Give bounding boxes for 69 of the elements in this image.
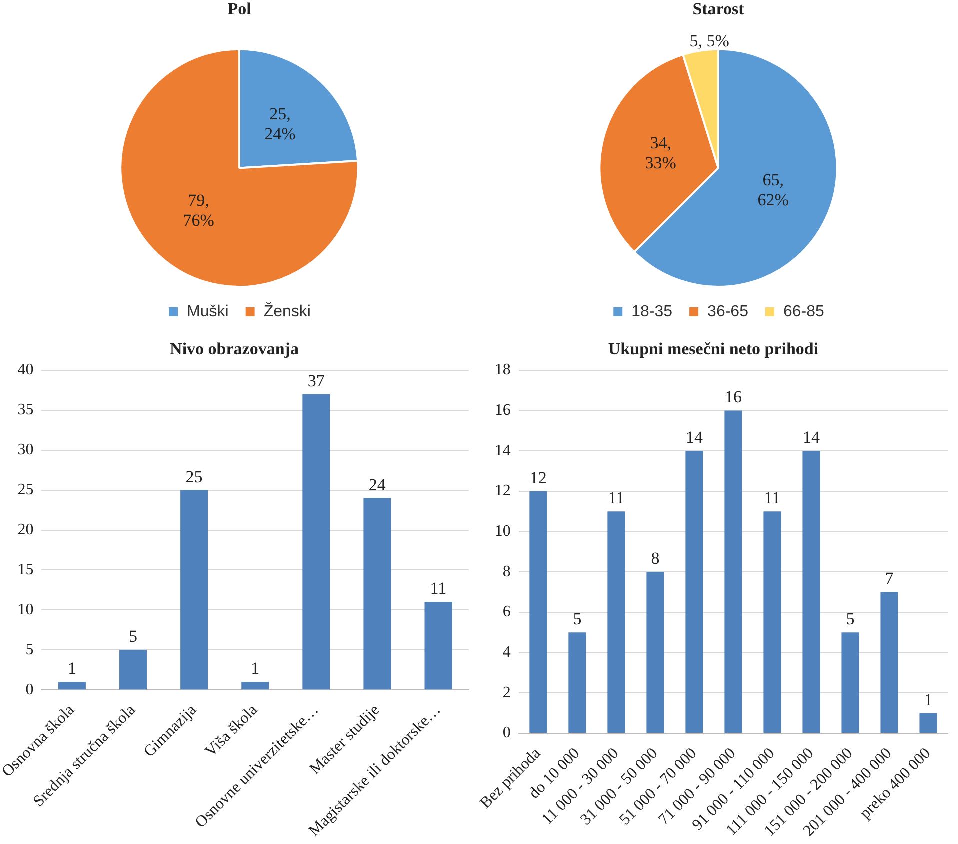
legend-label: 66-85	[783, 303, 824, 320]
data-label: 8	[651, 549, 660, 568]
data-label: 5	[573, 610, 582, 629]
data-label: 14	[686, 428, 704, 448]
y-tick-label: 8	[502, 563, 511, 580]
bar	[724, 410, 742, 733]
y-tick-label: 14	[494, 442, 511, 460]
y-tick-label: 35	[18, 402, 34, 419]
y-tick-label: 0	[502, 724, 511, 742]
data-label: 1	[68, 659, 76, 678]
data-label: 5	[129, 627, 138, 646]
y-tick-label: 2	[502, 684, 511, 702]
y-tick-label: 10	[18, 601, 34, 618]
legend-label: Muški	[187, 303, 229, 320]
bar	[242, 682, 270, 690]
data-label: 1	[251, 659, 260, 678]
data-label: 7	[885, 569, 894, 588]
y-tick-label: 15	[18, 561, 34, 578]
bar	[920, 713, 938, 733]
data-label: 14	[802, 428, 820, 448]
data-label: 65, 62%	[758, 170, 789, 210]
bar	[802, 451, 820, 733]
chart-title: Pol	[228, 0, 252, 19]
data-label: 5	[846, 610, 855, 629]
y-tick-label: 4	[502, 644, 511, 661]
legend-label: 18-35	[632, 303, 673, 320]
bar	[302, 394, 330, 690]
data-label: 16	[724, 388, 742, 407]
y-tick-label: 0	[26, 681, 34, 698]
legend-label: Ženski	[264, 302, 311, 320]
bar	[764, 512, 782, 733]
y-tick-label: 16	[494, 402, 511, 419]
y-tick-label: 25	[18, 481, 34, 498]
bar	[842, 632, 860, 733]
data-label: 5, 5%	[690, 31, 730, 50]
y-tick-label: 12	[494, 482, 511, 500]
bar	[568, 632, 586, 733]
bar	[530, 491, 548, 733]
y-tick-label: 40	[18, 362, 34, 379]
data-label: 79, 76%	[183, 190, 214, 230]
data-label: 24	[368, 475, 386, 494]
data-label: 25, 24%	[264, 104, 296, 144]
bar	[424, 602, 452, 690]
y-tick-label: 6	[502, 604, 511, 621]
data-label: 1	[924, 690, 933, 710]
bar	[58, 682, 86, 690]
data-label: 25	[186, 467, 203, 486]
bar	[180, 490, 208, 690]
bar	[646, 572, 664, 733]
bar	[364, 498, 392, 690]
bar	[686, 451, 704, 733]
data-label: 11	[608, 488, 625, 508]
bar	[608, 512, 626, 733]
y-tick-label: 18	[494, 362, 511, 379]
data-label: 12	[530, 468, 547, 488]
y-tick-label: 20	[18, 521, 34, 538]
legend-label: 36-65	[708, 303, 749, 320]
data-label: 11	[430, 579, 447, 598]
chart-title: Starost	[692, 0, 745, 19]
chart-title: Nivo obrazovanja	[170, 340, 300, 359]
y-tick-label: 30	[18, 442, 34, 459]
data-label: 34, 33%	[645, 133, 676, 172]
data-label: 37	[308, 371, 326, 390]
y-tick-label: 10	[494, 522, 511, 540]
chart-title: Ukupni mesečni neto prihodi	[608, 340, 819, 359]
bar	[880, 592, 898, 733]
data-label: 11	[764, 488, 781, 508]
bar	[120, 650, 147, 690]
y-tick-label: 5	[26, 641, 34, 658]
